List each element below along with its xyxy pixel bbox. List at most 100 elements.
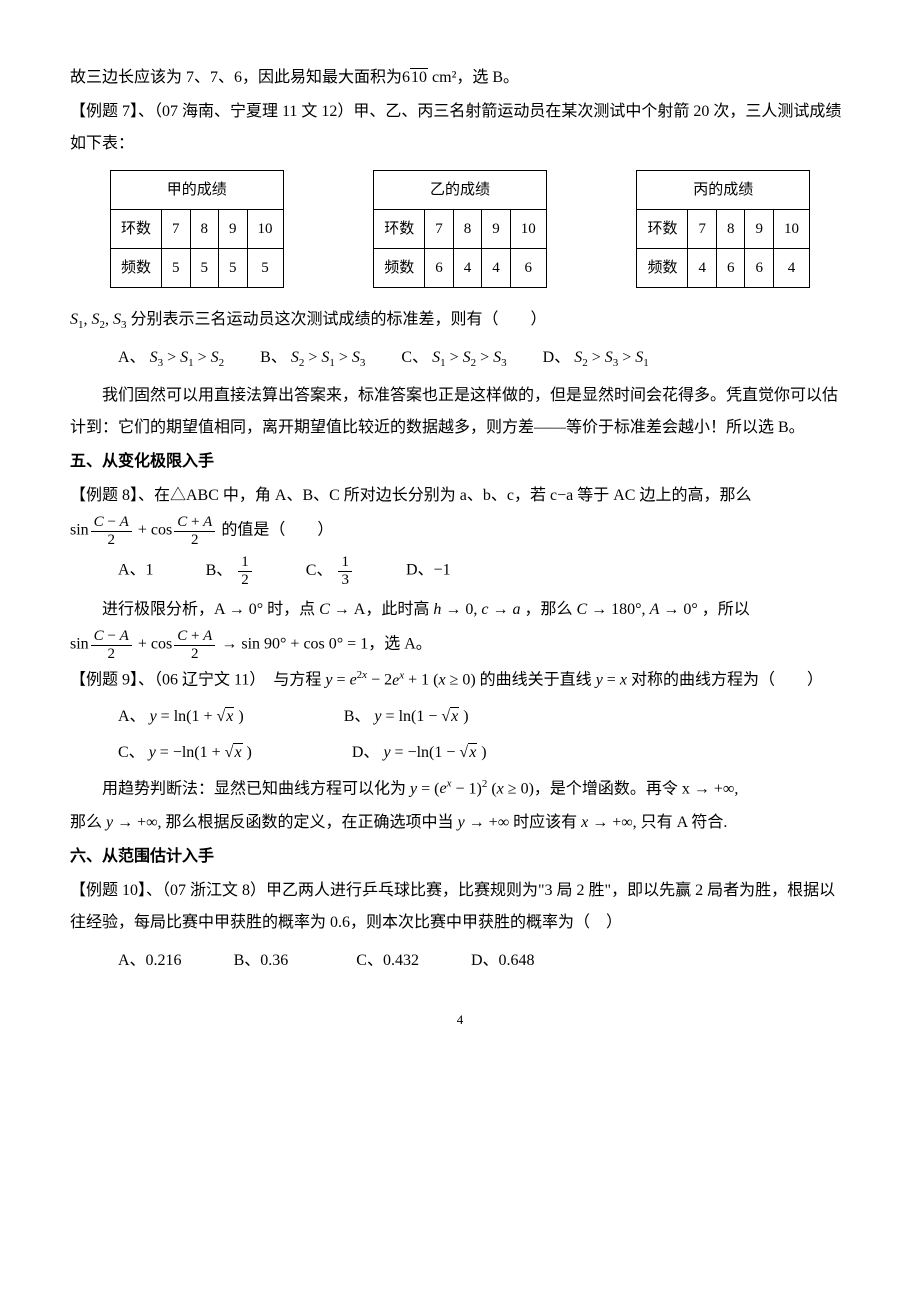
- opt-label: C、: [306, 562, 333, 579]
- ex7-solution: 我们固然可以用直接法算出答案来，标准答案也正是这样做的，但是显然时间会花得多。凭…: [70, 380, 850, 444]
- row-label: 环数: [111, 210, 162, 249]
- cell: 9: [219, 210, 248, 249]
- cell: 5: [247, 249, 283, 288]
- den: 2: [238, 572, 252, 589]
- ex7-question: S1, S2, S3 分别表示三名运动员这次测试成绩的标准差，则有（ ）: [70, 304, 850, 336]
- opt-a: A、1: [118, 562, 154, 579]
- ex8-solution-2: sinC − A2 + cosC + A2 → sin 90° + cos 0°…: [70, 628, 850, 662]
- cell: 6: [510, 249, 546, 288]
- cell: 8: [190, 210, 219, 249]
- opt-c: C、0.432: [356, 952, 419, 969]
- cell: 7: [162, 210, 191, 249]
- opt-a: A、0.216: [118, 952, 182, 969]
- ex7-options: A、 S3 > S1 > S2 B、 S2 > S1 > S3 C、 S1 > …: [70, 342, 850, 374]
- text: 分别表示三名运动员这次测试成绩的标准差，则有（ ）: [131, 311, 547, 328]
- row-label: 频数: [374, 249, 425, 288]
- section-6-title: 六、从范围估计入手: [70, 841, 850, 873]
- opt-label: A、: [118, 708, 146, 725]
- cell: 5: [162, 249, 191, 288]
- opt-d: D、 S2 > S3 > S1: [543, 349, 649, 366]
- opt-d: D、−1: [406, 562, 451, 579]
- ex-label: 【例题 7】、: [70, 103, 154, 120]
- text: cm²，选 B。: [428, 69, 519, 86]
- cell: 5: [219, 249, 248, 288]
- ex9-options-row1: A、 y = ln(1 + √x ) B、 y = ln(1 − √x ): [70, 701, 850, 733]
- ex9-solution-2: 那么 y → +∞, 那么根据反函数的定义，在正确选项中当 y → +∞ 时应该…: [70, 807, 850, 839]
- opt-label: D、: [352, 744, 380, 761]
- row-label: 环数: [637, 210, 688, 249]
- cell: 7: [688, 210, 717, 249]
- opt-label: B、: [344, 708, 371, 725]
- opt-label: C、: [118, 744, 145, 761]
- text: （07 海南、宁夏理 11 文 12）甲、乙、丙三名射箭运动员在某次测试中个射箭…: [70, 103, 841, 152]
- cell: 6: [745, 249, 774, 288]
- text: 【例题 8】、在△ABC 中，角 A、B、C 所对边长分别为 a、b、c，若 c…: [70, 487, 751, 504]
- text: 的值是（ ）: [217, 522, 333, 539]
- example-7: 【例题 7】、（07 海南、宁夏理 11 文 12）甲、乙、丙三名射箭运动员在某…: [70, 96, 850, 160]
- cell: 4: [688, 249, 717, 288]
- cell: 6: [716, 249, 745, 288]
- math-expr: sin: [70, 522, 89, 539]
- ex10-options: A、0.216 B、0.36 C、0.432 D、0.648: [70, 945, 850, 977]
- text: 故三边长应该为 7、7、6，因此易知最大面积为: [70, 69, 402, 86]
- opt-label: B、: [260, 349, 287, 366]
- opt-b: B、0.36: [234, 952, 289, 969]
- cell: 10: [773, 210, 809, 249]
- text: 【例题 9】、（06 辽宁文 11） 与方程: [70, 672, 325, 689]
- table-jia: 甲的成绩 环数 7 8 9 10 频数 5 5 5 5: [110, 170, 284, 288]
- opt-b: B、 y = ln(1 − √x ): [344, 701, 469, 733]
- text: 进行极限分析，: [102, 601, 214, 618]
- section-5-title: 五、从变化极限入手: [70, 446, 850, 478]
- text: 的曲线关于直线: [476, 672, 596, 689]
- opt-d: D、 y = −ln(1 − √x ): [352, 737, 487, 769]
- opt-b: B、 S2 > S1 > S3: [260, 349, 365, 366]
- cell: 9: [482, 210, 511, 249]
- ex9-options-row2: C、 y = −ln(1 + √x ) D、 y = −ln(1 − √x ): [70, 737, 850, 769]
- text: ，是个增函数。再令 x → +∞,: [534, 780, 738, 797]
- example-9: 【例题 9】、（06 辽宁文 11） 与方程 y = e2x − 2ex + 1…: [70, 664, 850, 696]
- opt-d: D、0.648: [471, 952, 535, 969]
- row-label: 频数: [111, 249, 162, 288]
- cell: 4: [453, 249, 482, 288]
- text: 用趋势判断法：显然已知曲线方程可以化为: [102, 780, 410, 797]
- opt-c: C、 y = −ln(1 + √x ): [118, 737, 252, 769]
- example-8: 【例题 8】、在△ABC 中，角 A、B、C 所对边长分别为 a、b、c，若 c…: [70, 480, 850, 512]
- opt-label: C、: [401, 349, 428, 366]
- math-expr: 610: [402, 68, 428, 86]
- opt-b: B、 12: [206, 562, 254, 579]
- opt-c: C、 13: [306, 562, 354, 579]
- table-title: 甲的成绩: [111, 171, 284, 210]
- cell: 6: [425, 249, 454, 288]
- num: 1: [238, 554, 252, 572]
- den: 3: [338, 572, 352, 589]
- cell: 5: [190, 249, 219, 288]
- text: → sin 90° + cos 0° = 1，选 A。: [217, 636, 431, 653]
- table-yi: 乙的成绩 环数 7 8 9 10 频数 6 4 4 6: [373, 170, 547, 288]
- cell: 7: [425, 210, 454, 249]
- text: 对称的曲线方程为（ ）: [627, 672, 823, 689]
- opt-label: D、: [543, 349, 571, 366]
- opt-a: A、 S3 > S1 > S2: [118, 349, 224, 366]
- cell: 9: [745, 210, 774, 249]
- table-bing: 丙的成绩 环数 7 8 9 10 频数 4 6 6 4: [636, 170, 810, 288]
- ex8-expr: sinC − A2 + cosC + A2 的值是（ ）: [70, 514, 850, 548]
- num: 1: [338, 554, 352, 572]
- ex8-options: A、1 B、 12 C、 13 D、−1: [70, 554, 850, 588]
- tables-row: 甲的成绩 环数 7 8 9 10 频数 5 5 5 5 乙的成绩 环数 7 8 …: [70, 162, 850, 302]
- ex8-solution-1: 进行极限分析，A → 0° 时，点 C → A，此时高 h → 0, c → a…: [70, 594, 850, 626]
- opt-c: C、 S1 > S2 > S3: [401, 349, 506, 366]
- table-title: 丙的成绩: [637, 171, 810, 210]
- ex9-solution-1: 用趋势判断法：显然已知曲线方程可以化为 y = (ex − 1)2 (x ≥ 0…: [70, 773, 850, 805]
- math-expr: y: [325, 672, 332, 689]
- example-10: 【例题 10】、（07 浙江文 8）甲乙两人进行乒乓球比赛，比赛规则为"3 局 …: [70, 875, 850, 939]
- opt-a: A、 y = ln(1 + √x ): [118, 701, 244, 733]
- cell: 4: [773, 249, 809, 288]
- math-expr: S: [70, 311, 78, 328]
- page-number: 4: [70, 1007, 850, 1033]
- cell: 10: [247, 210, 283, 249]
- cell: 10: [510, 210, 546, 249]
- row-label: 频数: [637, 249, 688, 288]
- cell: 4: [482, 249, 511, 288]
- row-label: 环数: [374, 210, 425, 249]
- math-expr: A → 0°: [214, 601, 263, 618]
